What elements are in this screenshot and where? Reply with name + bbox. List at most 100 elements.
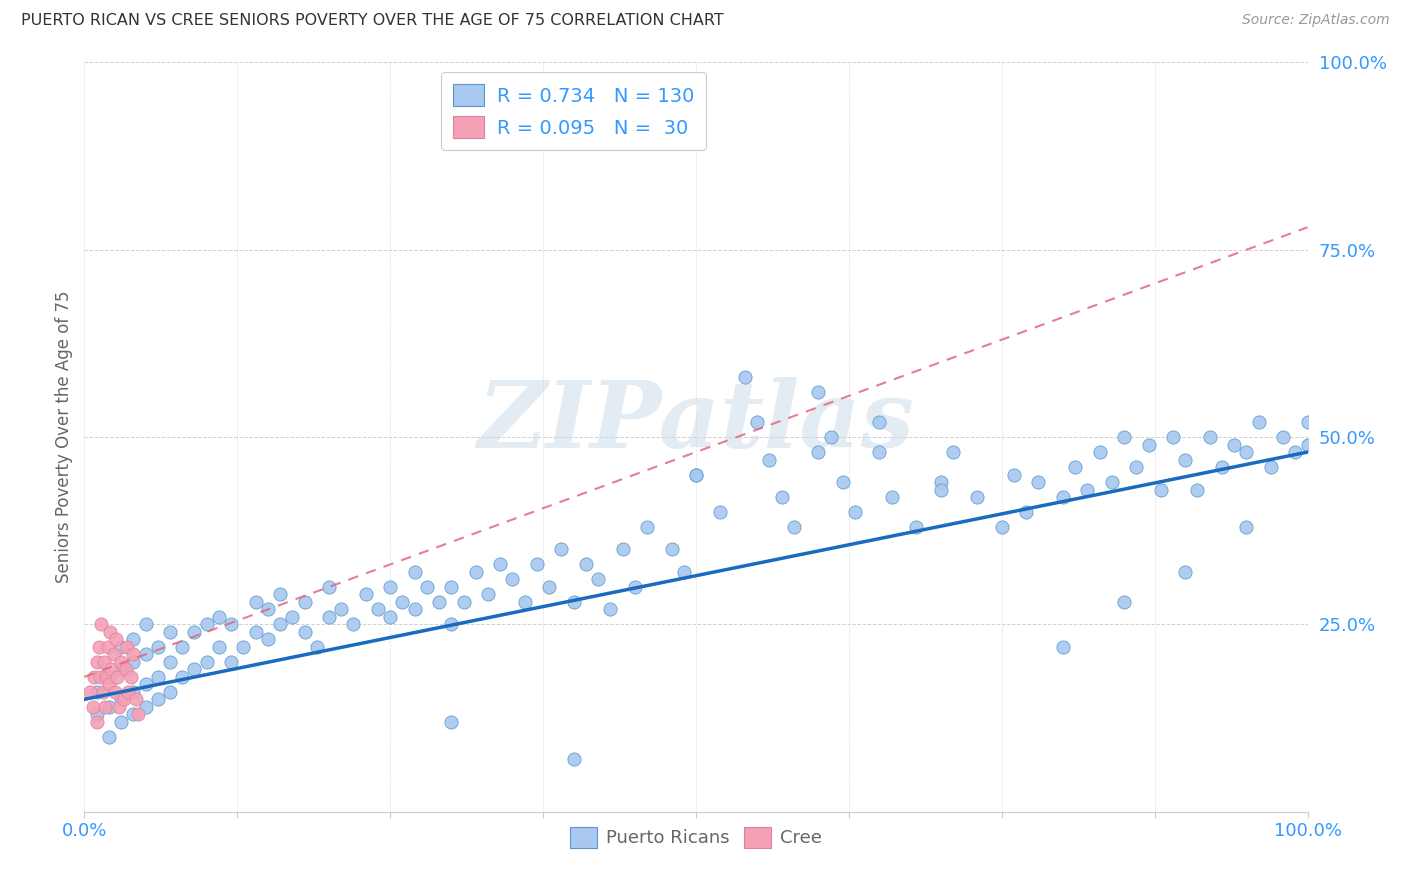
Point [104, 685, 127, 699]
Point [97, 670, 120, 684]
Point [115, 640, 138, 654]
Point [122, 707, 145, 722]
Point [97, 730, 120, 744]
Point [219, 655, 242, 669]
Point [685, 467, 707, 482]
Point [636, 520, 658, 534]
Point [97, 640, 120, 654]
Point [1174, 565, 1197, 579]
Point [110, 692, 132, 706]
Point [110, 640, 132, 654]
Point [427, 595, 450, 609]
Point [404, 565, 426, 579]
Point [86, 707, 108, 722]
Point [807, 445, 830, 459]
Point [294, 624, 316, 639]
Point [1028, 475, 1050, 489]
Point [905, 520, 928, 534]
Point [135, 699, 157, 714]
Point [79, 685, 101, 699]
Point [125, 692, 148, 706]
Point [391, 595, 413, 609]
Point [105, 670, 128, 684]
Point [122, 685, 145, 699]
Point [195, 655, 218, 669]
Point [1125, 460, 1147, 475]
Point [120, 670, 142, 684]
Point [770, 490, 793, 504]
Point [844, 505, 866, 519]
Point [1101, 475, 1123, 489]
Point [110, 655, 132, 669]
Point [115, 662, 138, 676]
Point [232, 640, 254, 654]
Point [489, 558, 512, 572]
Point [87, 640, 110, 654]
Point [1015, 505, 1038, 519]
Point [526, 558, 548, 572]
Point [100, 662, 122, 676]
Point [1223, 437, 1246, 451]
Point [1236, 445, 1258, 459]
Point [98, 624, 121, 639]
Point [105, 632, 128, 647]
Point [747, 415, 769, 429]
Point [103, 648, 125, 662]
Point [93, 655, 115, 669]
Text: PUERTO RICAN VS CREE SENIORS POVERTY OVER THE AGE OF 75 CORRELATION CHART: PUERTO RICAN VS CREE SENIORS POVERTY OVE… [21, 13, 724, 29]
Point [929, 483, 952, 497]
Point [146, 670, 169, 684]
Point [453, 595, 475, 609]
Point [159, 655, 181, 669]
Point [342, 617, 364, 632]
Point [1187, 483, 1209, 497]
Point [135, 677, 157, 691]
Point [562, 595, 585, 609]
Text: Source: ZipAtlas.com: Source: ZipAtlas.com [1241, 13, 1389, 28]
Point [96, 670, 118, 684]
Point [122, 648, 145, 662]
Point [575, 558, 598, 572]
Point [416, 580, 439, 594]
Point [107, 699, 129, 714]
Point [1296, 415, 1319, 429]
Point [89, 670, 111, 684]
Point [208, 640, 231, 654]
Point [90, 617, 112, 632]
Point [942, 445, 965, 459]
Point [1002, 467, 1025, 482]
Point [1114, 595, 1136, 609]
Point [97, 699, 120, 714]
Text: ZIPatlas: ZIPatlas [478, 377, 914, 467]
Point [146, 692, 169, 706]
Point [1211, 460, 1233, 475]
Point [513, 595, 536, 609]
Point [183, 624, 205, 639]
Point [117, 685, 139, 699]
Point [354, 587, 377, 601]
Point [1296, 437, 1319, 451]
Point [91, 685, 114, 699]
Point [991, 520, 1014, 534]
Point [1064, 460, 1087, 475]
Legend: Puerto Ricans, Cree: Puerto Ricans, Cree [562, 820, 830, 855]
Point [807, 385, 830, 400]
Point [1088, 445, 1111, 459]
Point [685, 467, 707, 482]
Point [477, 587, 499, 601]
Point [538, 580, 561, 594]
Point [112, 692, 135, 706]
Y-axis label: Seniors Poverty Over the Age of 75: Seniors Poverty Over the Age of 75 [55, 291, 73, 583]
Point [586, 573, 609, 587]
Point [122, 655, 145, 669]
Point [599, 602, 621, 616]
Point [86, 655, 108, 669]
Point [966, 490, 988, 504]
Point [257, 602, 280, 616]
Point [86, 714, 108, 729]
Point [440, 617, 463, 632]
Point [1236, 520, 1258, 534]
Point [367, 602, 389, 616]
Point [330, 602, 353, 616]
Point [257, 632, 280, 647]
